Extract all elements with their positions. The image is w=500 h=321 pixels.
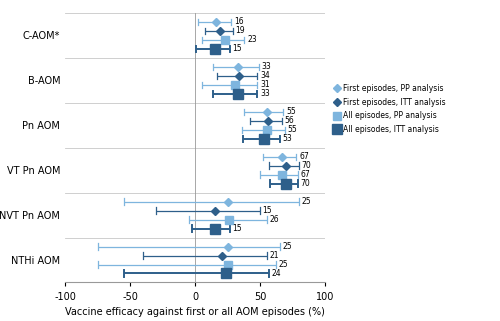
- X-axis label: Vaccine efficacy against first or all AOM episodes (%): Vaccine efficacy against first or all AO…: [65, 307, 325, 317]
- Text: 21: 21: [269, 251, 278, 260]
- Text: 25: 25: [282, 242, 292, 251]
- Text: 56: 56: [284, 116, 294, 125]
- Text: 67: 67: [299, 152, 309, 161]
- Text: 33: 33: [262, 62, 271, 71]
- Text: 15: 15: [232, 224, 242, 233]
- Text: 70: 70: [300, 179, 310, 188]
- Text: 24: 24: [272, 269, 281, 278]
- Text: 53: 53: [282, 134, 292, 143]
- Text: 25: 25: [278, 260, 288, 269]
- Text: 33: 33: [260, 89, 270, 98]
- Text: 15: 15: [232, 44, 242, 53]
- Text: 15: 15: [262, 206, 272, 215]
- Text: 16: 16: [234, 17, 243, 26]
- Text: 55: 55: [288, 125, 297, 134]
- Text: 34: 34: [260, 71, 270, 80]
- Text: 26: 26: [269, 215, 278, 224]
- Legend: First episodes, PP analysis, First episodes, ITT analysis, All episodes, PP anal: First episodes, PP analysis, First episo…: [334, 84, 446, 134]
- Text: 70: 70: [302, 161, 312, 170]
- Text: 19: 19: [236, 26, 245, 35]
- Text: 55: 55: [286, 107, 296, 116]
- Text: 23: 23: [247, 35, 256, 44]
- Text: 67: 67: [300, 170, 310, 179]
- Text: 31: 31: [260, 80, 270, 89]
- Text: 25: 25: [302, 197, 311, 206]
